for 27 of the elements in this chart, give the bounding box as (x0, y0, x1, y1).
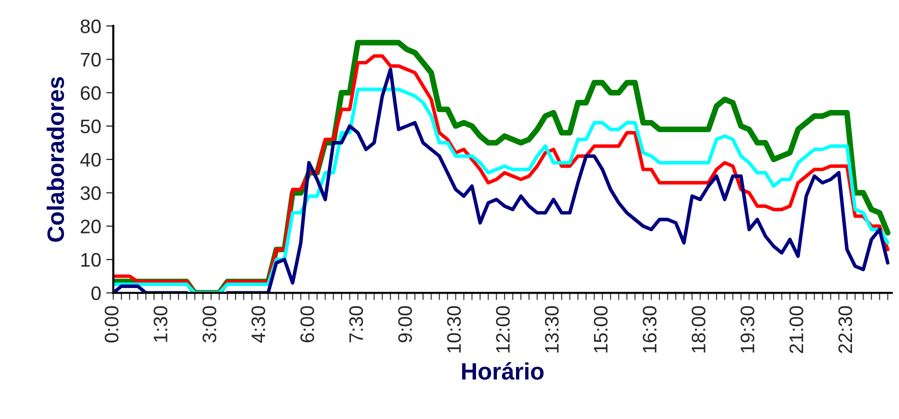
y-tick-label: 10 (81, 252, 101, 267)
x-tick-label: 3:00 (202, 306, 216, 342)
x-tick-label: 18:00 (692, 306, 706, 353)
y-tick-label: 30 (80, 186, 101, 200)
y-tick-label: 50 (80, 120, 101, 134)
y-tick-label: 80 (80, 19, 101, 34)
y-tick-label: 60 (80, 86, 101, 100)
x-tick-label: 4:30 (251, 306, 266, 343)
x-tick-label: 19:30 (740, 306, 754, 353)
x-tick-label: 12:00 (496, 306, 510, 353)
x-axis-title: Horário (462, 362, 544, 380)
x-tick-label: 16:30 (642, 306, 657, 353)
y-axis-title: Colaboradores (46, 77, 64, 242)
x-tick-label: 21:00 (790, 306, 804, 354)
y-tick-label: 70 (80, 52, 101, 67)
x-tick-label: 1:30 (154, 306, 168, 342)
x-tick-label: 15:00 (594, 306, 608, 353)
x-tick-label: 6:00 (300, 306, 314, 342)
x-tick-label: 7:30 (349, 306, 364, 342)
x-tick-label: 22:30 (838, 306, 852, 354)
x-tick-label: 9:00 (398, 306, 412, 342)
y-tick-label: 40 (80, 152, 101, 167)
y-tick-label: 20 (80, 220, 101, 234)
x-tick-label: 13:30 (544, 306, 559, 353)
x-tick-label: 0:00 (104, 306, 118, 342)
y-tick-label: 0 (91, 286, 101, 300)
x-tick-label: 10:30 (447, 306, 461, 353)
